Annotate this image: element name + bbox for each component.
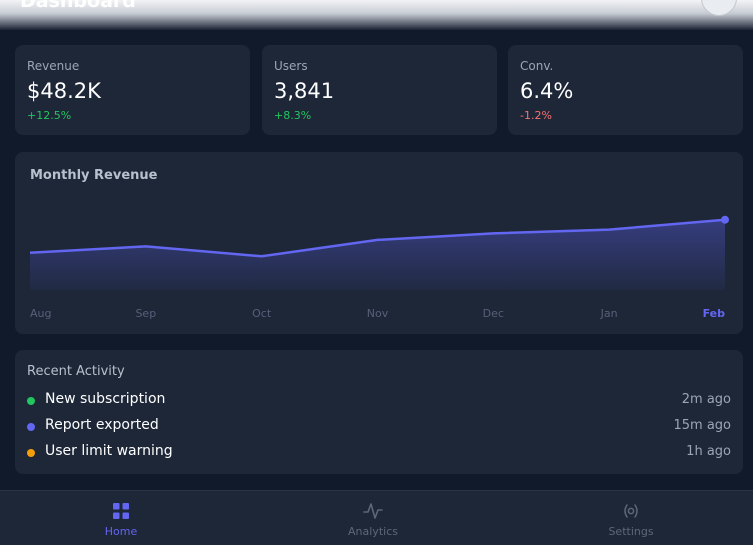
- x-tick-label: Dec: [483, 307, 504, 320]
- activity-heading: Recent Activity: [27, 364, 125, 379]
- nav-label-analytics: Analytics: [348, 525, 398, 538]
- stat-label: Revenue: [27, 59, 80, 73]
- stat-label: Users: [274, 59, 308, 73]
- page-title: Dashboard: [20, 0, 136, 12]
- x-tick-label: Aug: [30, 307, 51, 320]
- stat-delta: +8.3%: [274, 109, 312, 122]
- status-dot-icon: [27, 423, 35, 431]
- activity-time: 15m ago: [673, 418, 731, 433]
- pulse-icon: [363, 503, 383, 519]
- stat-label: Conv.: [520, 59, 554, 73]
- activity-text: User limit warning: [45, 443, 173, 459]
- stat-value: $48.2K: [27, 79, 101, 103]
- nav-item-analytics[interactable]: Analytics: [248, 491, 498, 545]
- chart-point-feb[interactable]: [721, 215, 729, 224]
- stat-card-conversion: Conv. 6.4% -1.2%: [508, 45, 743, 135]
- stat-value: 3,841: [274, 79, 335, 103]
- revenue-chart: Aug Sep Oct Nov Dec Jan Feb: [29, 215, 729, 320]
- activity-text: Report exported: [45, 417, 159, 433]
- activity-item[interactable]: New subscription 2m ago: [27, 390, 731, 412]
- nav-label-home: Home: [104, 525, 138, 538]
- nav-item-settings[interactable]: Settings: [506, 491, 753, 545]
- nav-item-home[interactable]: Home: [0, 491, 246, 545]
- stat-value: 6.4%: [520, 79, 574, 103]
- status-dot-icon: [27, 397, 35, 405]
- avatar[interactable]: [701, 0, 737, 16]
- monthly-revenue-card: Monthly Revenue Aug Sep Oct Nov Dec Jan Feb: [15, 152, 743, 334]
- activity-time: 2m ago: [681, 392, 731, 407]
- stat-card-revenue: Revenue $48.2K +12.5%: [15, 45, 250, 135]
- stat-delta: +12.5%: [27, 109, 72, 122]
- chart-title: Monthly Revenue: [30, 168, 158, 183]
- chart-series-line: [29, 218, 726, 258]
- gear-icon: [624, 504, 638, 518]
- nav-label-settings: Settings: [608, 525, 654, 538]
- status-dot-icon: [27, 449, 35, 457]
- app-header: Dashboard: [0, 0, 753, 30]
- activity-item[interactable]: User limit warning 1h ago: [27, 442, 731, 464]
- chart-area-fill: [30, 219, 725, 290]
- stat-delta: -1.2%: [520, 109, 552, 122]
- grid-icon: [113, 503, 129, 519]
- activity-text: New subscription: [45, 391, 166, 407]
- stat-card-users: Users 3,841 +8.3%: [262, 45, 497, 135]
- x-tick-label: Feb: [703, 307, 726, 320]
- bottom-nav: Home Analytics Settings: [0, 490, 753, 545]
- x-tick-label: Jan: [600, 307, 618, 320]
- recent-activity-card: Recent Activity New subscription 2m ago …: [15, 350, 743, 474]
- activity-item[interactable]: Report exported 15m ago: [27, 416, 731, 438]
- x-tick-label: Sep: [135, 307, 156, 320]
- x-tick-label: Oct: [252, 307, 272, 320]
- x-tick-label: Nov: [367, 307, 389, 320]
- activity-time: 1h ago: [686, 444, 731, 459]
